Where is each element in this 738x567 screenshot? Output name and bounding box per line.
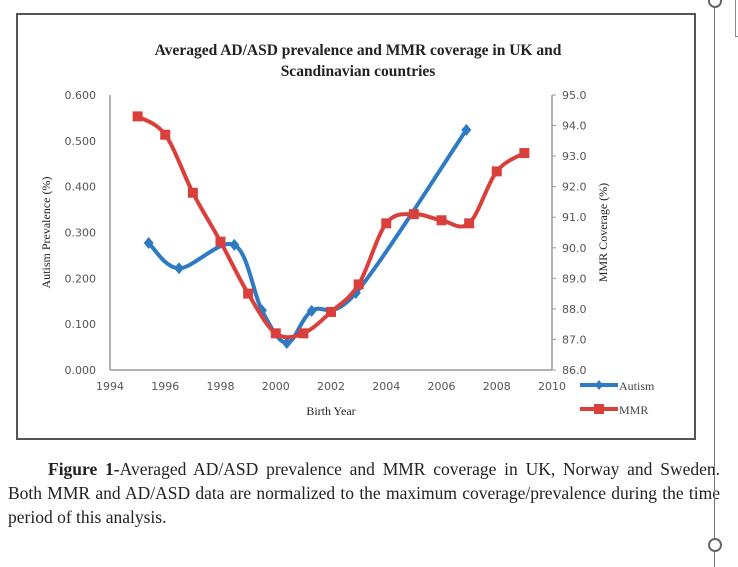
autism-data-point bbox=[229, 238, 240, 251]
figure-frame: Averaged AD/ASD prevalence and MMR cover… bbox=[16, 13, 696, 440]
margin-box bbox=[735, 0, 738, 37]
y-tick-label: 0.300 bbox=[65, 227, 97, 240]
legend-autism-label: Autism bbox=[619, 379, 655, 393]
autism-data-point bbox=[281, 336, 292, 349]
y-tick-label: 0.200 bbox=[65, 272, 97, 285]
chart-title-line-1: Averaged AD/ASD prevalence and MMR cover… bbox=[154, 42, 562, 59]
x-tick-label: 2010 bbox=[538, 380, 566, 393]
x-tick-label: 2006 bbox=[428, 380, 456, 393]
mmr-data-point bbox=[270, 328, 281, 339]
autism-data-point bbox=[174, 262, 185, 275]
y2-tick-label: 90.0 bbox=[562, 242, 587, 255]
y-tick-label: 0.500 bbox=[65, 135, 97, 148]
x-tick-label: 2002 bbox=[317, 380, 345, 393]
caption-text: Averaged AD/ASD prevalence and MMR cover… bbox=[8, 459, 720, 527]
chart-title: Averaged AD/ASD prevalence and MMR cover… bbox=[18, 40, 698, 82]
mmr-data-point bbox=[436, 215, 447, 226]
x-tick-label: 1996 bbox=[151, 380, 179, 393]
mmr-data-point bbox=[408, 209, 419, 220]
autism-data-point bbox=[143, 237, 154, 250]
caption-label: Figure 1- bbox=[48, 459, 120, 479]
y2-tick-label: 92.0 bbox=[562, 181, 587, 194]
autism-data-point bbox=[461, 123, 472, 136]
margin-handle-bottom[interactable] bbox=[708, 538, 722, 552]
mmr-data-point bbox=[160, 129, 171, 140]
x-tick-label: 2008 bbox=[483, 380, 511, 393]
y-tick-label: 0.000 bbox=[65, 364, 97, 377]
mmr-data-point bbox=[353, 279, 364, 290]
mmr-data-point bbox=[215, 236, 226, 247]
mmr-data-point bbox=[187, 187, 198, 198]
mmr-data-point bbox=[519, 148, 530, 159]
y2-tick-label: 89.0 bbox=[562, 272, 587, 285]
y2-tick-label: 95.0 bbox=[562, 89, 587, 102]
y-tick-label: 0.100 bbox=[65, 318, 97, 331]
chart-svg: 0.000 0.100 0.200 0.300 0.400 0.500 0.600 86.0 8… bbox=[39, 89, 655, 418]
y2-tick-label: 87.0 bbox=[562, 333, 587, 346]
y2-tick-label: 88.0 bbox=[562, 303, 587, 316]
mmr-data-point bbox=[491, 166, 502, 177]
legend-autism-marker bbox=[595, 380, 603, 390]
y2-tick-label: 91.0 bbox=[562, 211, 587, 224]
mmr-data-point bbox=[298, 328, 309, 339]
y2-tick-label: 93.0 bbox=[562, 150, 587, 163]
page-margin-rule bbox=[714, 0, 715, 567]
y2-axis-title: MMR Coverage (%) bbox=[596, 183, 610, 282]
legend-mmr-label: MMR bbox=[619, 403, 648, 417]
autism-data-point bbox=[306, 304, 317, 317]
x-tick-label: 2000 bbox=[262, 380, 290, 393]
figure-caption: Figure 1-Averaged AD/ASD prevalence and … bbox=[8, 457, 720, 529]
y-tick-label: 0.600 bbox=[65, 89, 97, 102]
x-tick-label: 1998 bbox=[207, 380, 235, 393]
legend-mmr-marker bbox=[594, 404, 604, 414]
chart-title-line-2: Scandinavian countries bbox=[280, 63, 436, 80]
x-tick-label: 2004 bbox=[372, 380, 400, 393]
y2-tick-label: 94.0 bbox=[562, 120, 587, 133]
y-tick-label: 0.400 bbox=[65, 181, 97, 194]
x-axis-title: Birth Year bbox=[306, 404, 355, 418]
y2-tick-label: 86.0 bbox=[562, 364, 587, 377]
mmr-data-point bbox=[464, 218, 475, 229]
x-tick-label: 1994 bbox=[96, 380, 124, 393]
margin-handle-top[interactable] bbox=[708, 0, 722, 8]
y-axis-title: Autism Prevalence (%) bbox=[39, 177, 53, 289]
mmr-data-point bbox=[132, 111, 143, 122]
mmr-data-point bbox=[243, 288, 254, 299]
mmr-data-point bbox=[326, 306, 336, 317]
mmr-data-point bbox=[381, 218, 392, 229]
